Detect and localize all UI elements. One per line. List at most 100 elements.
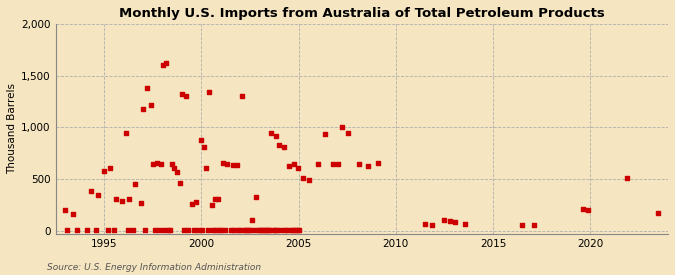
Point — [161, 60, 172, 65]
Point — [246, 218, 257, 222]
Point — [288, 162, 299, 166]
Point — [252, 228, 263, 233]
Point — [343, 131, 354, 135]
Point — [420, 222, 431, 226]
Point — [91, 228, 102, 233]
Point — [215, 228, 226, 233]
Point — [207, 203, 217, 208]
Point — [180, 94, 191, 98]
Point — [81, 228, 92, 233]
Point — [243, 228, 254, 233]
Point — [171, 170, 182, 174]
Point — [248, 228, 259, 233]
Point — [337, 125, 348, 129]
Point — [219, 228, 230, 233]
Point — [130, 182, 140, 186]
Point — [268, 228, 279, 233]
Title: Monthly U.S. Imports from Australia of Total Petroleum Products: Monthly U.S. Imports from Australia of T… — [119, 7, 605, 20]
Point — [259, 228, 269, 233]
Point — [237, 94, 248, 98]
Point — [229, 228, 240, 233]
Point — [149, 228, 160, 233]
Point — [136, 201, 146, 206]
Point — [163, 228, 173, 233]
Point — [262, 228, 273, 233]
Point — [85, 189, 96, 193]
Point — [292, 166, 303, 170]
Point — [99, 169, 109, 173]
Point — [583, 207, 594, 212]
Point — [272, 228, 283, 233]
Text: Source: U.S. Energy Information Administration: Source: U.S. Energy Information Administ… — [47, 263, 261, 272]
Point — [460, 221, 470, 226]
Point — [190, 200, 201, 205]
Point — [175, 181, 186, 185]
Point — [622, 176, 632, 180]
Point — [274, 143, 285, 148]
Point — [188, 228, 199, 233]
Point — [196, 138, 207, 142]
Point — [165, 228, 176, 233]
Point — [157, 63, 168, 67]
Point — [235, 228, 246, 233]
Point — [266, 130, 277, 135]
Point — [116, 199, 127, 204]
Point — [147, 161, 158, 166]
Point — [221, 161, 232, 166]
Point — [517, 222, 528, 227]
Point — [199, 144, 210, 149]
Point — [151, 160, 162, 165]
Point — [93, 192, 104, 197]
Point — [445, 219, 456, 223]
Point — [210, 197, 221, 202]
Point — [62, 228, 73, 233]
Point — [138, 106, 148, 111]
Point — [140, 228, 151, 233]
Point — [128, 228, 139, 233]
Point — [227, 163, 238, 167]
Point — [319, 131, 330, 136]
Point — [313, 161, 323, 166]
Point — [202, 228, 213, 233]
Point — [146, 103, 157, 107]
Point — [208, 228, 219, 233]
Point — [290, 228, 300, 233]
Point — [256, 228, 267, 233]
Point — [109, 228, 119, 233]
Point — [450, 220, 460, 224]
Point — [159, 228, 170, 233]
Point — [332, 162, 343, 166]
Point — [182, 228, 193, 233]
Point — [239, 228, 250, 233]
Point — [103, 228, 113, 233]
Point — [254, 228, 265, 233]
Point — [213, 228, 224, 233]
Point — [68, 211, 78, 216]
Point — [529, 223, 539, 227]
Point — [653, 211, 664, 215]
Point — [177, 92, 188, 96]
Point — [72, 228, 82, 233]
Point — [232, 163, 243, 167]
Point — [217, 160, 228, 165]
Point — [286, 228, 296, 233]
Point — [260, 228, 271, 233]
Point — [192, 228, 203, 233]
Point — [122, 228, 133, 233]
Point — [241, 228, 252, 233]
Point — [293, 228, 304, 233]
Point — [327, 162, 338, 166]
Point — [271, 133, 281, 138]
Point — [439, 218, 450, 222]
Point — [233, 228, 244, 233]
Point — [270, 228, 281, 233]
Point — [211, 228, 221, 233]
Point — [264, 228, 275, 233]
Point — [111, 197, 122, 202]
Point — [279, 144, 290, 149]
Point — [167, 161, 178, 166]
Point — [142, 85, 153, 90]
Point — [354, 162, 364, 166]
Point — [279, 228, 290, 233]
Point — [292, 228, 302, 233]
